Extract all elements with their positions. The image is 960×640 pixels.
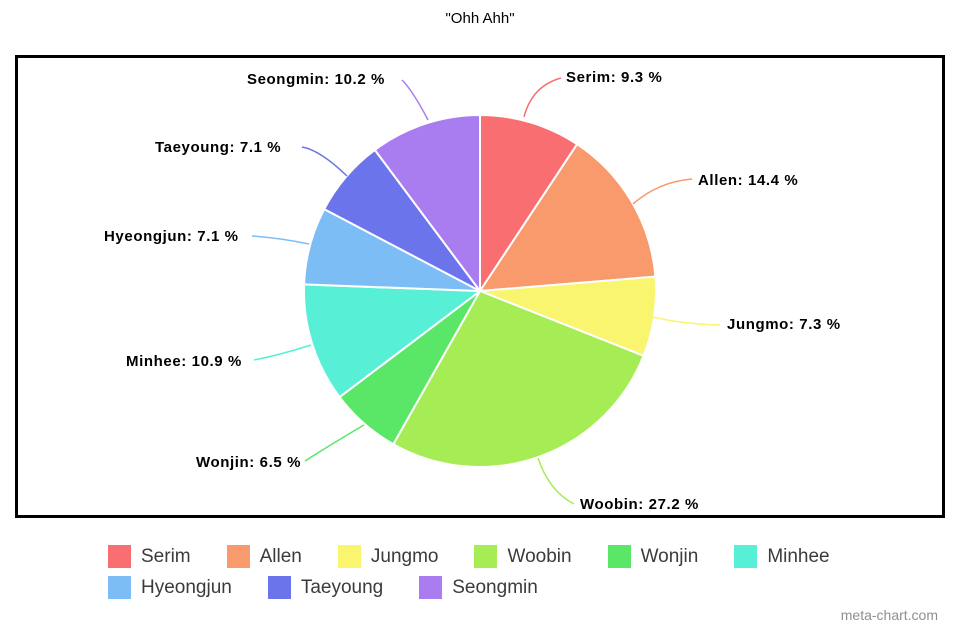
legend-swatch-wonjin: [607, 545, 631, 568]
pie-chart-svg: [251, 77, 721, 505]
legend-item-jungmo: Jungmo: [337, 545, 439, 568]
legend-label-seongmin: Seongmin: [452, 577, 538, 598]
legend-row-2: Hyeongjun Taeyoung Seongmin: [108, 576, 830, 599]
leader-line-hyeongjun: [251, 235, 310, 245]
pie-slice-serim: [479, 114, 579, 292]
legend-item-taeyoung: Taeyoung: [267, 576, 384, 599]
legend-item-seongmin: Seongmin: [419, 576, 538, 599]
legend-label-woobin: Woobin: [507, 546, 572, 567]
legend-item-hyeongjun: Hyeongjun: [108, 576, 232, 599]
legend-swatch-woobin: [474, 545, 498, 568]
legend-item-allen: Allen: [226, 545, 302, 568]
legend-swatch-seongmin: [419, 576, 443, 599]
chart-title: "Ohh Ahh": [445, 10, 515, 27]
slice-label-allen: Allen: 14.4 %: [698, 172, 799, 189]
slice-label-jungmo: Jungmo: 7.3 %: [727, 316, 841, 333]
legend-item-serim: Serim: [108, 545, 191, 568]
slice-label-wonjin: Wonjin: 6.5 %: [196, 454, 302, 471]
legend: Serim Allen Jungmo Woobin Wonjin Minhee Hyeong…: [108, 545, 830, 599]
legend-label-wonjin: Wonjin: [640, 546, 699, 567]
chart-frame: Serim: 9.3 % Allen: 14.4 % Jungmo: 7.3 % Wo…: [15, 55, 945, 518]
leader-line-allen: [632, 178, 693, 205]
legend-label-jungmo: Jungmo: [370, 546, 439, 567]
legend-swatch-hyeongjun: [108, 576, 131, 599]
slice-label-hyeongjun: Hyeongjun: 7.1 %: [104, 228, 239, 245]
legend-swatch-allen: [226, 545, 250, 568]
leader-line-serim: [523, 77, 562, 118]
legend-label-hyeongjun: Hyeongjun: [141, 577, 232, 598]
legend-label-serim: Serim: [141, 546, 191, 567]
leader-line-jungmo: [648, 315, 721, 326]
leader-line-wonjin: [304, 424, 365, 462]
pie-slice-seongmin: [373, 114, 481, 292]
leader-line-woobin: [537, 457, 575, 505]
watermark: meta-chart.com: [840, 607, 938, 623]
legend-swatch-serim: [108, 545, 131, 568]
leader-line-taeyoung: [301, 146, 348, 177]
leader-line-seongmin: [401, 79, 429, 121]
legend-item-wonjin: Wonjin: [607, 545, 699, 568]
legend-row-1: Serim Allen Jungmo Woobin Wonjin Minhee: [108, 545, 830, 568]
legend-item-woobin: Woobin: [474, 545, 572, 568]
legend-label-minhee: Minhee: [767, 546, 830, 567]
slice-label-woobin: Woobin: 27.2 %: [580, 496, 699, 513]
slice-label-taeyoung: Taeyoung: 7.1 %: [155, 139, 282, 156]
slice-label-minhee: Minhee: 10.9 %: [126, 353, 242, 370]
leader-line-minhee: [253, 344, 312, 361]
slice-label-seongmin: Seongmin: 10.2 %: [247, 71, 385, 88]
legend-label-allen: Allen: [259, 546, 302, 567]
legend-label-taeyoung: Taeyoung: [300, 577, 384, 598]
legend-swatch-jungmo: [337, 545, 361, 568]
pie-slice-minhee: [303, 283, 481, 399]
pie-slice-allen: [479, 143, 657, 292]
slice-label-serim: Serim: 9.3 %: [566, 69, 663, 86]
legend-swatch-minhee: [734, 545, 758, 568]
legend-item-minhee: Minhee: [734, 545, 830, 568]
legend-swatch-taeyoung: [267, 576, 291, 599]
